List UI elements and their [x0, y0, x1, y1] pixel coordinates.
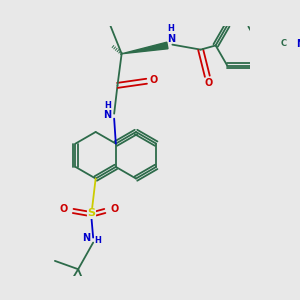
Polygon shape: [122, 42, 168, 54]
Text: N: N: [103, 110, 112, 120]
Text: H: H: [167, 24, 174, 33]
Text: O: O: [59, 204, 67, 214]
Text: N: N: [167, 34, 175, 44]
Text: H: H: [104, 101, 111, 110]
Text: O: O: [111, 204, 119, 214]
Text: O: O: [205, 78, 213, 88]
Text: N: N: [82, 232, 91, 243]
Text: O: O: [149, 75, 158, 85]
Text: S: S: [88, 208, 95, 218]
Text: N: N: [296, 39, 300, 49]
Text: H: H: [95, 236, 102, 245]
Text: C: C: [281, 39, 287, 48]
